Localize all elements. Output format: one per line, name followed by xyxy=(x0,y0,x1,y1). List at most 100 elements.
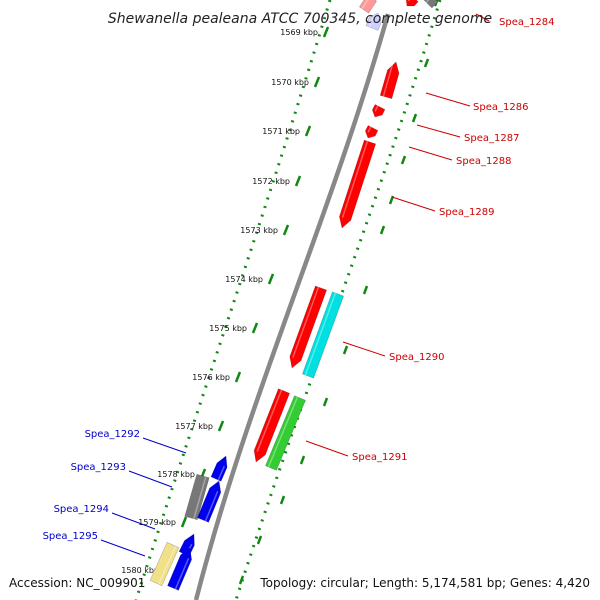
gene-spea-1287-shine xyxy=(374,105,379,112)
gene-gray-partial-shine xyxy=(425,0,430,3)
gene-label-connector xyxy=(142,437,187,454)
kbp-tick xyxy=(294,175,302,187)
kbp-label: 1569 kbp xyxy=(280,28,318,37)
gene-spea-1295-shine xyxy=(157,545,177,585)
gene-label-connector xyxy=(408,146,453,161)
ruler-tick xyxy=(362,285,369,295)
kbp-label: 1574 kbp xyxy=(225,275,263,284)
kbp-tick xyxy=(234,371,242,383)
gene-label-connector xyxy=(111,512,156,530)
gene-label-spea-1293[interactable]: Spea_1293 xyxy=(71,462,126,473)
gene-spea-1290-shine xyxy=(304,292,337,376)
kbp-tick xyxy=(322,26,330,38)
gene-label-connector xyxy=(391,196,436,212)
ruler-tick xyxy=(299,455,306,465)
kbp-label: 1571 kbp xyxy=(262,127,300,136)
gene-spea-1291-red[interactable] xyxy=(253,388,290,463)
gene-spea-1290[interactable] xyxy=(302,291,344,379)
coordinate-ruler-left xyxy=(134,0,332,600)
gene-spea-1289-shine xyxy=(341,140,369,218)
ruler-tick xyxy=(400,155,407,165)
ruler-tick xyxy=(322,397,329,407)
gene-gray-partial[interactable] xyxy=(423,0,439,9)
kbp-tick xyxy=(251,322,259,334)
gene-label-connector xyxy=(128,470,173,488)
ruler-tick xyxy=(256,535,263,545)
gene-label-spea-1284[interactable]: Spea_1284 xyxy=(499,17,554,28)
gene-faded-left[interactable] xyxy=(365,12,382,31)
gene-spea-1295-blue[interactable] xyxy=(167,547,192,591)
gene-spea-1293-blue[interactable] xyxy=(197,480,222,523)
gene-label-connector xyxy=(305,440,349,457)
gene-spea-1293[interactable] xyxy=(184,473,210,521)
gene-label-spea-1291[interactable]: Spea_1291 xyxy=(352,452,407,463)
kbp-tick xyxy=(282,224,290,236)
gene-features xyxy=(149,0,439,591)
label-connectors xyxy=(100,13,490,557)
gene-faded-left-shine xyxy=(368,11,376,28)
topology-text: Topology: circular; Length: 5,174,581 bp… xyxy=(259,576,590,590)
gene-label-spea-1295[interactable]: Spea_1295 xyxy=(43,531,98,542)
gene-label-spea-1288[interactable]: Spea_1288 xyxy=(456,156,511,167)
kbp-label: 1579 kbp xyxy=(138,518,176,527)
kbp-label: 1580 kbp xyxy=(121,566,159,575)
ruler-tick xyxy=(423,58,430,68)
gene-spea-1286-shine xyxy=(382,61,395,97)
gene-spea-1291[interactable] xyxy=(265,395,306,471)
gene-label-spea-1290[interactable]: Spea_1290 xyxy=(389,352,444,363)
gene-label-spea-1292[interactable]: Spea_1292 xyxy=(85,429,140,440)
gene-spea-1287[interactable] xyxy=(371,104,386,118)
ruler-tick xyxy=(379,225,386,235)
kbp-label: 1570 kbp xyxy=(271,78,309,87)
gene-labels: Spea_1284 Spea_1286 Spea_1287 Spea_1288 Spea… xyxy=(43,17,555,542)
gene-spea-1283-partial-shine xyxy=(361,0,369,10)
gene-spea-1284-partial-shine xyxy=(407,0,410,2)
gene-spea-1290-red-shine xyxy=(292,286,320,358)
gene-label-connector xyxy=(342,341,386,357)
kbp-label: 1575 kbp xyxy=(209,324,247,333)
kbp-label: 1578 kbp xyxy=(157,470,195,479)
gene-spea-1288[interactable] xyxy=(364,125,379,139)
gene-spea-1291-red-shine xyxy=(256,389,283,452)
gene-spea-1295[interactable] xyxy=(149,541,180,587)
gene-label-spea-1287[interactable]: Spea_1287 xyxy=(464,133,519,144)
gene-spea-1286[interactable] xyxy=(379,61,400,99)
gene-label-spea-1289[interactable]: Spea_1289 xyxy=(439,207,494,218)
map-title: Shewanella pealeana ATCC 700345, complet… xyxy=(108,11,492,27)
ruler-tick xyxy=(342,345,349,355)
gene-label-connector xyxy=(100,539,146,557)
gene-spea-1295-blue-shine xyxy=(174,557,190,590)
ruler-tick xyxy=(238,575,245,585)
gene-spea-1292[interactable] xyxy=(210,455,228,482)
gene-spea-1293-blue-shine xyxy=(204,490,219,522)
gene-spea-1288-shine xyxy=(367,126,372,133)
gene-spea-1293-shine xyxy=(193,476,207,520)
gene-spea-1284-partial[interactable] xyxy=(405,0,419,7)
kbp-label: 1572 kbp xyxy=(252,177,290,186)
kbp-tick xyxy=(267,273,275,285)
gene-label-spea-1294[interactable]: Spea_1294 xyxy=(54,504,109,515)
kbp-tick xyxy=(217,420,225,432)
gene-spea-1294[interactable] xyxy=(178,533,195,557)
kbp-label: 1577 kbp xyxy=(175,422,213,431)
kbp-label: 1576 kbp xyxy=(192,373,230,382)
gene-spea-1289[interactable] xyxy=(339,139,377,229)
ruler-tick xyxy=(279,495,286,505)
gene-label-connector xyxy=(475,13,490,22)
kbp-label: 1573 kbp xyxy=(240,226,278,235)
ruler-tick xyxy=(411,113,418,123)
gene-spea-1291-shine xyxy=(267,396,299,468)
genome-backbone xyxy=(193,13,391,600)
gene-spea-1292-shine xyxy=(217,465,225,481)
gene-label-connector xyxy=(416,124,461,138)
gene-spea-1283-partial[interactable] xyxy=(358,0,378,14)
gene-label-connector xyxy=(425,92,471,107)
kbp-tick xyxy=(313,76,321,88)
gene-label-spea-1286[interactable]: Spea_1286 xyxy=(473,102,528,113)
accession-text: Accession: NC_009901 xyxy=(9,576,145,590)
gene-spea-1290-red[interactable] xyxy=(289,285,327,369)
kbp-tick xyxy=(304,125,312,137)
kbp-tick xyxy=(180,516,188,528)
